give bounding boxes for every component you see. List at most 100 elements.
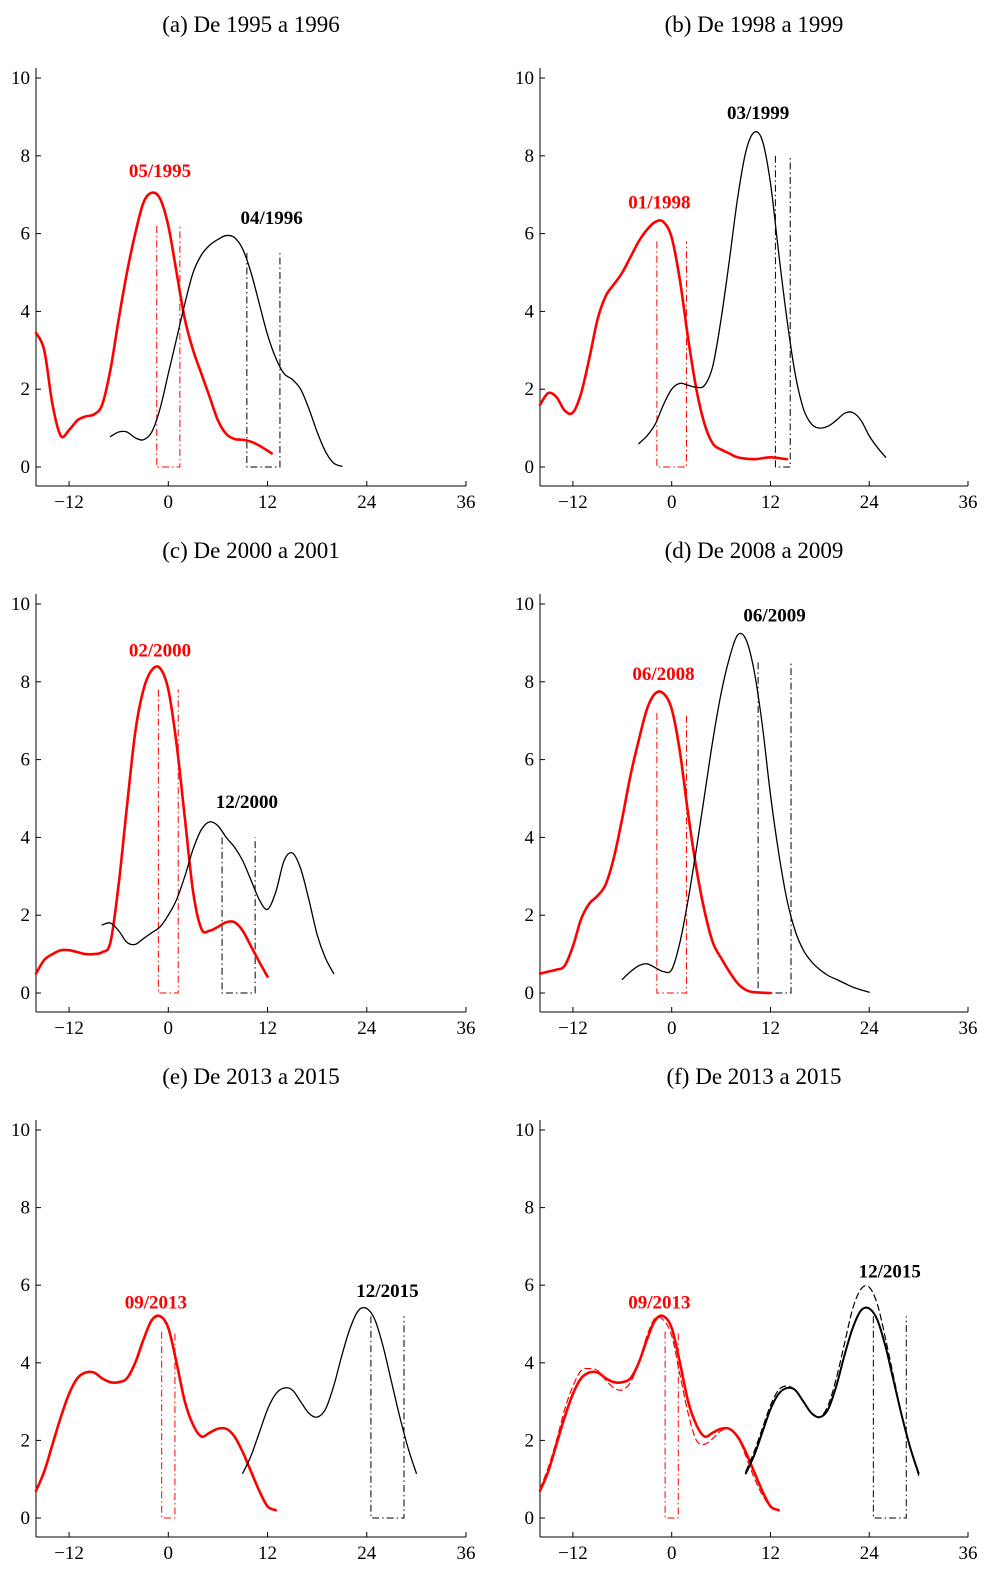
y-tick-label: 4 (21, 1353, 31, 1374)
x-tick-label: 0 (164, 492, 174, 513)
peak-band (872, 1316, 907, 1519)
peak-label: 04/1996 (241, 208, 303, 229)
peak-band (246, 253, 281, 468)
x-tick-label: 12 (761, 1543, 780, 1564)
y-tick-label: 2 (525, 379, 535, 400)
peak-band (656, 712, 688, 994)
series-line (34, 665, 269, 978)
peak-label: 09/2013 (628, 1292, 690, 1313)
panel-title: (d) De 2008 a 2009 (665, 538, 844, 563)
y-tick-label: 10 (11, 68, 30, 89)
panel-title: (e) De 2013 a 2015 (162, 1064, 340, 1089)
y-tick-label: 0 (21, 983, 31, 1004)
y-tick-label: 4 (525, 1353, 535, 1374)
y-tick-label: 10 (515, 1120, 534, 1141)
panel-title: (f) De 2013 a 2015 (666, 1064, 841, 1089)
series-line (34, 191, 273, 455)
peak-label: 03/1999 (727, 103, 789, 124)
y-tick-label: 0 (525, 457, 535, 478)
y-tick-label: 4 (21, 827, 31, 848)
x-tick-label: −12 (54, 492, 84, 513)
x-tick-label: −12 (558, 1018, 588, 1039)
y-tick-label: 0 (525, 983, 535, 1004)
x-tick-label: −12 (558, 492, 588, 513)
y-tick-label: 10 (515, 594, 534, 615)
y-tick-label: 8 (21, 1198, 31, 1219)
x-tick-label: 0 (667, 1018, 677, 1039)
y-tick-label: 8 (21, 672, 31, 693)
series-line (109, 234, 343, 467)
y-tick-label: 4 (525, 301, 535, 322)
y-tick-label: 10 (11, 1120, 30, 1141)
y-tick-label: 6 (525, 224, 535, 245)
peak-label: 06/2009 (743, 606, 805, 627)
y-tick-label: 8 (525, 1198, 535, 1219)
y-tick-label: 0 (21, 457, 31, 478)
peak-band (156, 225, 181, 468)
panel-title: (b) De 1998 a 1999 (665, 12, 844, 37)
series-line (242, 1306, 418, 1475)
peak-label: 12/2015 (356, 1281, 418, 1302)
x-tick-label: 24 (860, 1018, 880, 1039)
x-tick-label: 36 (457, 1018, 476, 1039)
peak-label: 01/1998 (628, 192, 690, 213)
y-tick-label: 2 (525, 1430, 535, 1451)
x-tick-label: −12 (54, 1543, 84, 1564)
peak-band (161, 1331, 176, 1519)
series-line (538, 1314, 780, 1512)
peak-label: 02/2000 (129, 641, 191, 662)
series-line (538, 690, 772, 995)
x-tick-label: 24 (860, 1543, 880, 1564)
y-tick-label: 6 (21, 224, 31, 245)
peak-band (157, 689, 179, 994)
panel-title: (a) De 1995 a 1996 (162, 12, 340, 37)
y-tick-label: 2 (21, 905, 31, 926)
series-line (638, 131, 887, 458)
peak-band (664, 1331, 679, 1519)
peak-label: 05/1995 (129, 161, 191, 182)
x-tick-label: 0 (667, 1543, 677, 1564)
y-tick-label: 4 (21, 301, 31, 322)
x-tick-label: 24 (357, 1018, 377, 1039)
x-tick-label: 12 (258, 1018, 277, 1039)
y-tick-label: 0 (525, 1508, 535, 1529)
x-tick-label: 36 (959, 492, 978, 513)
x-tick-label: 36 (959, 1018, 978, 1039)
series-line (621, 632, 870, 993)
x-tick-label: 0 (164, 1018, 174, 1039)
x-tick-label: 24 (357, 492, 377, 513)
panel-title: (c) De 2000 a 2001 (162, 538, 340, 563)
series-line (538, 219, 789, 461)
series-line (744, 1306, 920, 1475)
y-tick-label: 8 (21, 146, 31, 167)
x-tick-label: 12 (761, 492, 780, 513)
x-tick-label: 12 (258, 1543, 277, 1564)
y-tick-label: 6 (21, 750, 31, 771)
x-tick-label: 12 (258, 492, 277, 513)
y-tick-label: 8 (525, 672, 535, 693)
x-tick-label: 0 (164, 1543, 174, 1564)
x-tick-label: 0 (667, 492, 677, 513)
x-tick-label: −12 (558, 1543, 588, 1564)
x-tick-label: 36 (959, 1543, 978, 1564)
y-tick-label: 0 (21, 1508, 31, 1529)
x-tick-label: −12 (54, 1018, 84, 1039)
y-tick-label: 10 (515, 68, 534, 89)
y-tick-label: 6 (21, 1275, 31, 1296)
y-tick-label: 8 (525, 146, 535, 167)
peak-band (221, 837, 256, 994)
peak-band (370, 1316, 405, 1519)
y-tick-label: 2 (21, 1430, 31, 1451)
peak-band (757, 662, 792, 994)
peak-label: 06/2008 (632, 664, 694, 685)
x-tick-label: 12 (761, 1018, 780, 1039)
peak-band (656, 241, 688, 468)
series-line (101, 821, 335, 975)
